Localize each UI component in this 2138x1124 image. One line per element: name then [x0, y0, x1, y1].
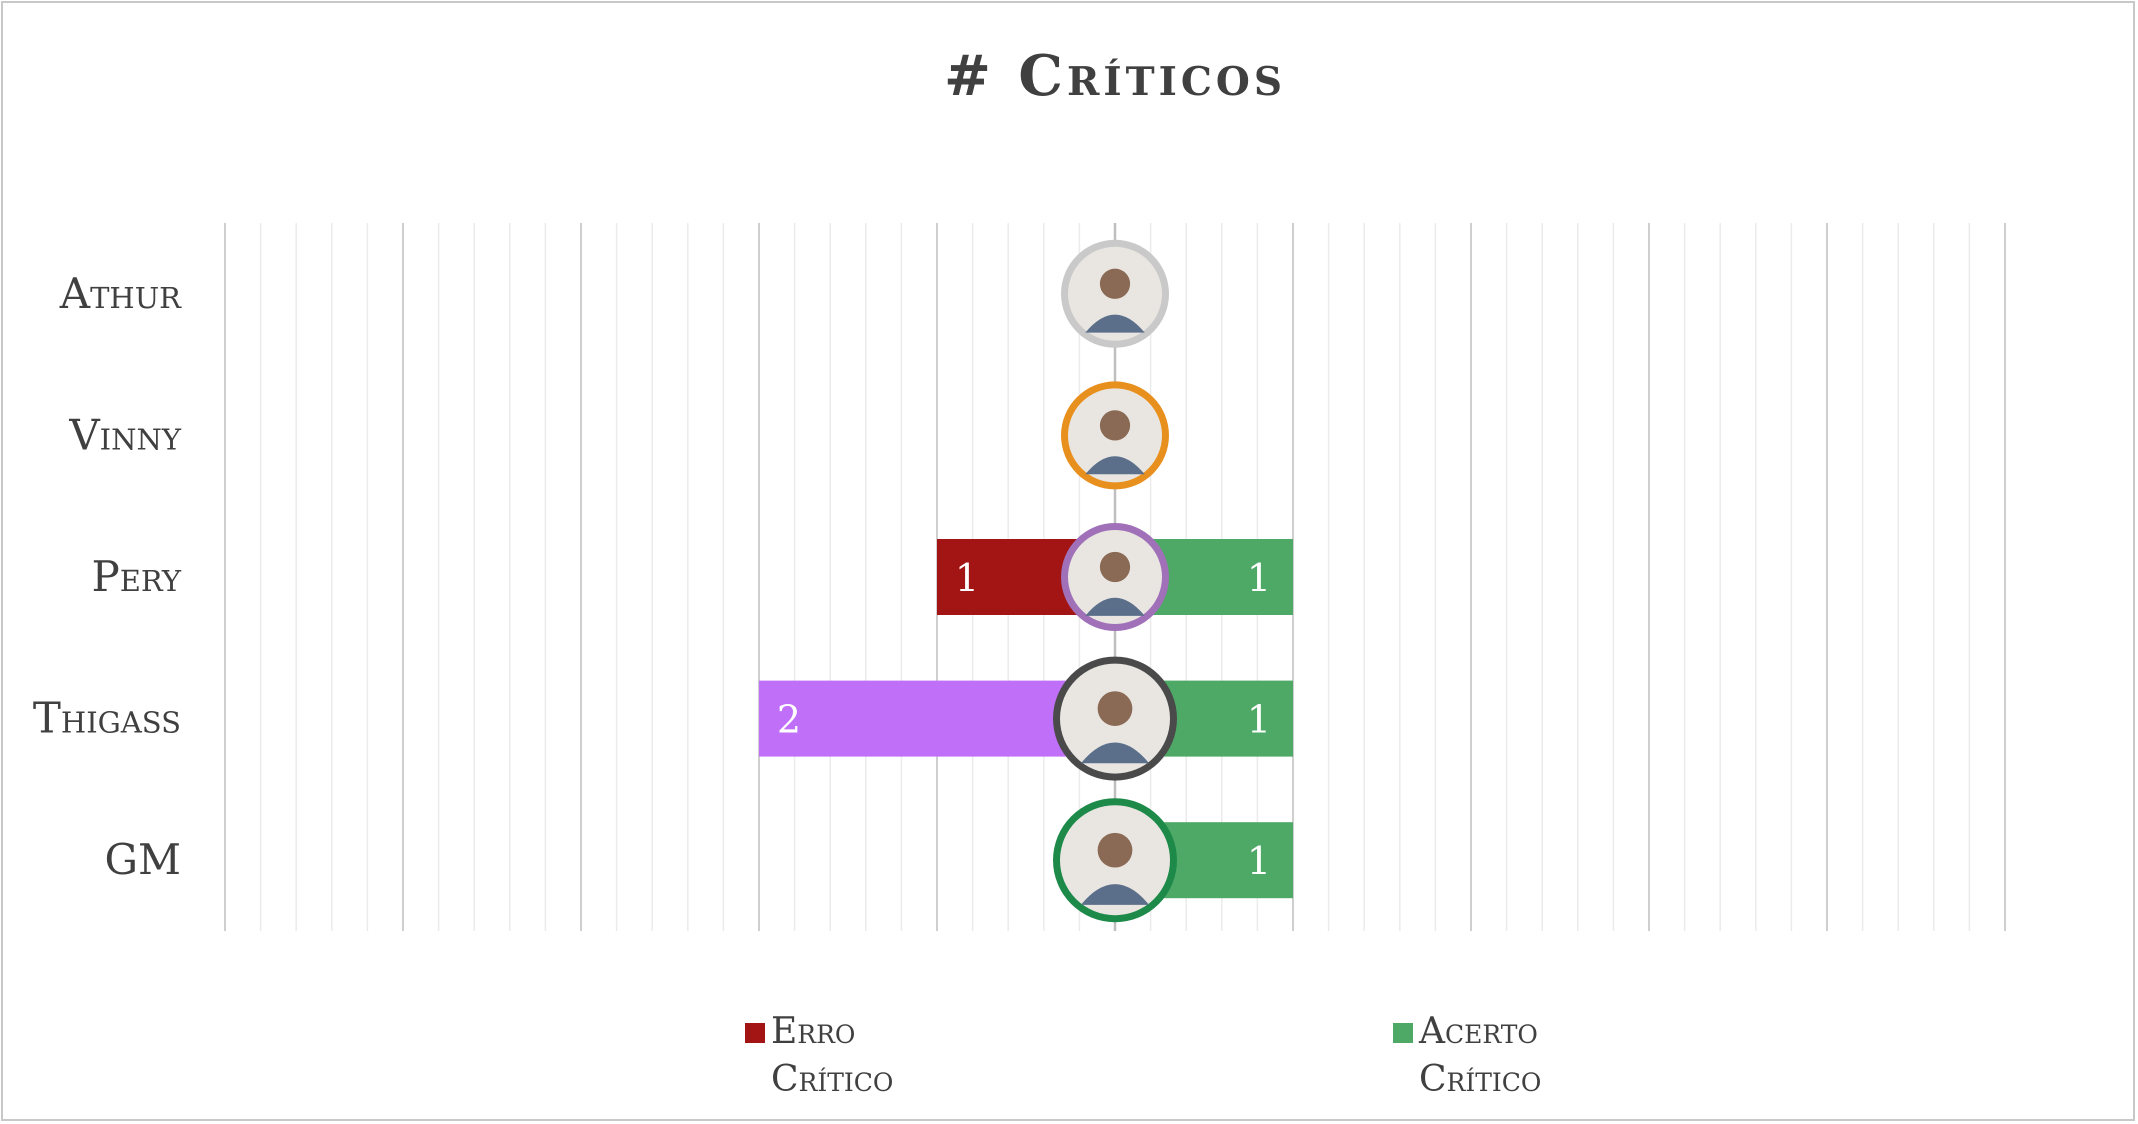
category-label: Athur	[59, 269, 182, 318]
avatar-head	[1097, 691, 1133, 726]
avatar-head	[1097, 832, 1133, 868]
erro-data-label: 1	[955, 556, 979, 600]
legend-label: Erro	[771, 1011, 855, 1052]
avatar-body	[1080, 742, 1150, 764]
acerto-data-label: 1	[1247, 556, 1271, 600]
avatar-body	[1085, 456, 1145, 475]
erro-data-label: 2	[777, 698, 801, 742]
category-label: Pery	[91, 552, 181, 601]
chart-title: # Críticos	[944, 43, 1286, 109]
acerto-data-label: 1	[1247, 839, 1271, 883]
avatar-head	[1099, 410, 1131, 441]
legend-label: Crítico	[1419, 1059, 1541, 1100]
legend-label: Crítico	[771, 1059, 893, 1100]
avatar-body	[1085, 597, 1145, 616]
legend-swatch	[1393, 1023, 1413, 1043]
legend-swatch	[745, 1023, 765, 1043]
avatar-body	[1080, 884, 1150, 905]
avatar-head	[1099, 268, 1131, 299]
legend-label: Acerto	[1418, 1011, 1538, 1052]
category-label: GM	[104, 835, 181, 884]
avatar-head	[1099, 551, 1131, 583]
acerto-data-label: 1	[1247, 698, 1271, 742]
avatar-body	[1085, 314, 1145, 333]
critical-hits-chart: # Críticos Athur Vinny Pery 1 1 Thigass 2 1 GM 1 Er…	[33, 43, 2006, 1100]
category-label: Vinny	[68, 410, 182, 459]
category-label: Thigass	[33, 694, 181, 743]
